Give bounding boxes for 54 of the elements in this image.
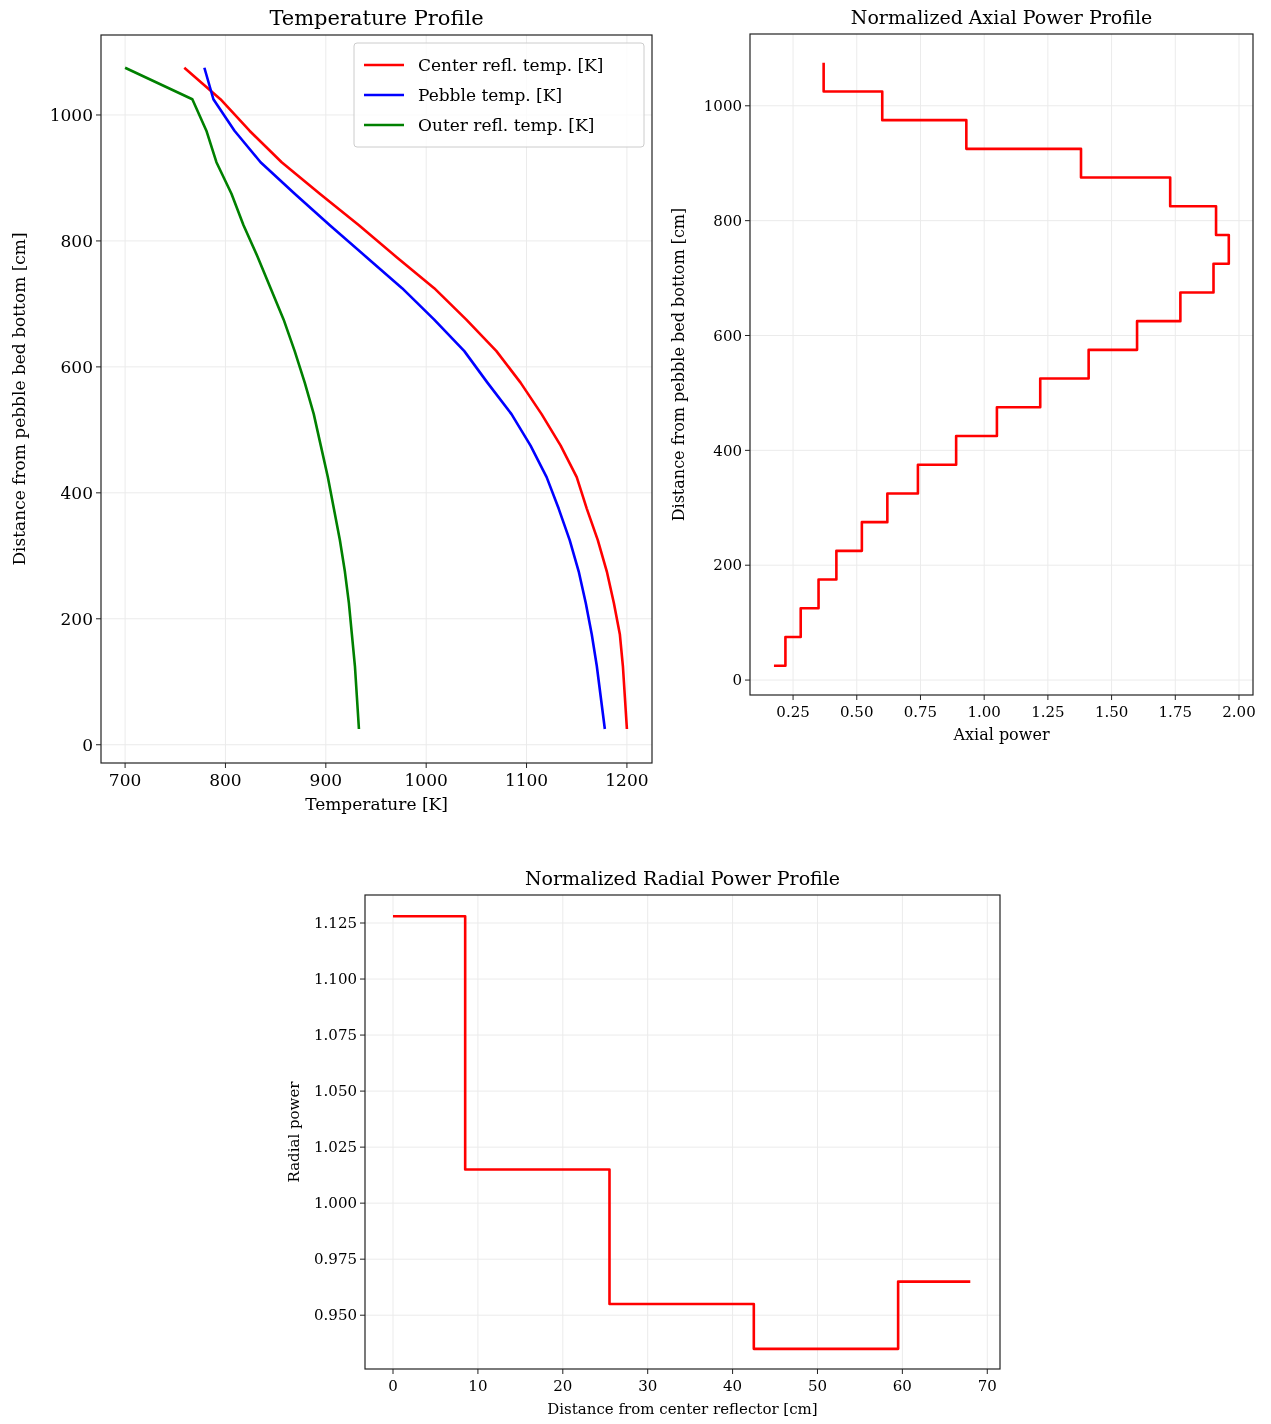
x-tick-label: 30 <box>638 1376 658 1395</box>
x-tick-label: 60 <box>892 1376 912 1395</box>
x-tick-label: 1000 <box>404 770 448 791</box>
x-tick-label: 1.25 <box>1031 702 1065 721</box>
x-axis-title: Temperature [K] <box>305 794 448 814</box>
y-axis-title: Distance from pebble bed bottom [cm] <box>669 207 688 522</box>
y-tick-label: 1.050 <box>314 1082 357 1101</box>
y-tick-label: 600 <box>713 326 742 345</box>
y-tick-label: 800 <box>60 230 93 251</box>
y-axis-title: Radial power <box>285 1080 303 1183</box>
x-tick-label: 20 <box>553 1376 573 1395</box>
chart-title: Normalized Axial Power Profile <box>850 6 1153 28</box>
y-tick-label: 400 <box>713 441 742 460</box>
legend-label: Pebble temp. [K] <box>418 84 563 105</box>
legend-label: Center refl. temp. [K] <box>418 54 604 75</box>
x-tick-label: 0.50 <box>840 702 874 721</box>
y-tick-label: 200 <box>60 608 93 629</box>
chart-title: Temperature Profile <box>269 6 484 30</box>
x-tick-label: 1100 <box>504 770 549 791</box>
y-tick-label: 1000 <box>703 97 742 116</box>
x-axis-title: Distance from center reflector [cm] <box>547 1400 818 1418</box>
x-tick-label: 40 <box>723 1376 743 1395</box>
y-tick-label: 0.975 <box>314 1250 357 1269</box>
x-tick-label: 50 <box>807 1376 828 1395</box>
y-tick-label: 1.000 <box>314 1194 357 1213</box>
y-tick-label: 800 <box>713 211 742 230</box>
y-tick-label: 1000 <box>49 104 93 125</box>
y-tick-label: 200 <box>713 556 742 575</box>
y-tick-label: 1.025 <box>314 1138 357 1157</box>
y-axis-title: Distance from pebble bed bottom [cm] <box>9 232 29 566</box>
legend-label: Outer refl. temp. [K] <box>418 114 595 135</box>
x-tick-label: 900 <box>309 770 343 791</box>
chart-title: Normalized Radial Power Profile <box>524 867 841 889</box>
x-tick-label: 700 <box>108 770 142 791</box>
y-tick-label: 1.100 <box>314 970 357 989</box>
x-tick-label: 10 <box>468 1376 488 1395</box>
x-tick-label: 1.75 <box>1158 702 1192 721</box>
x-tick-label: 2.00 <box>1222 702 1256 721</box>
y-tick-label: 600 <box>60 356 93 377</box>
x-tick-label: 1.50 <box>1094 702 1129 721</box>
y-tick-label: 400 <box>60 482 93 503</box>
x-tick-label: 1.00 <box>967 702 1001 721</box>
y-tick-label: 0 <box>82 734 93 755</box>
x-tick-label: 0.75 <box>903 702 938 721</box>
x-tick-label: 0.25 <box>776 702 810 721</box>
x-tick-label: 0 <box>388 1376 398 1395</box>
x-tick-label: 800 <box>209 770 242 791</box>
x-tick-label: 1200 <box>605 770 649 791</box>
y-tick-label: 0.950 <box>314 1306 357 1325</box>
y-tick-label: 1.075 <box>314 1026 357 1045</box>
y-tick-label: 1.125 <box>314 914 357 933</box>
y-tick-label: 0 <box>732 671 742 690</box>
x-tick-label: 70 <box>977 1376 997 1395</box>
x-axis-title: Axial power <box>952 725 1050 744</box>
